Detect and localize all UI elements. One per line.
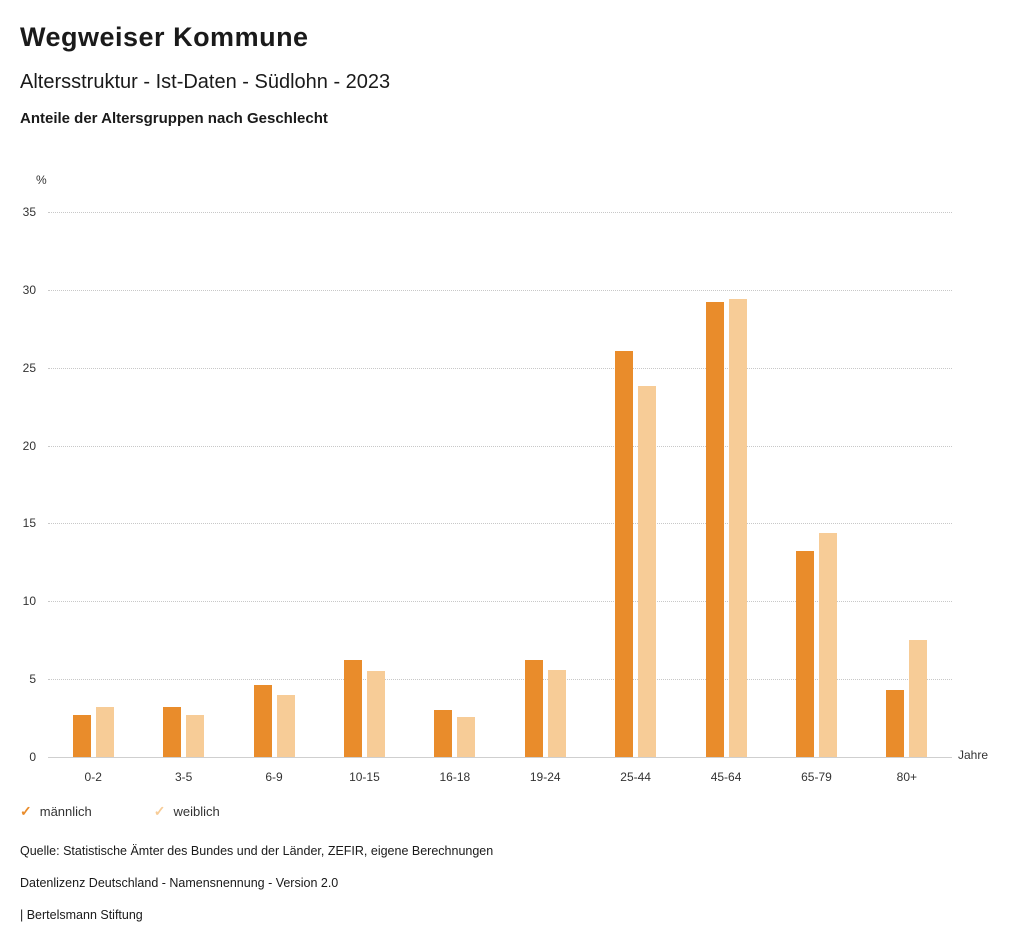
license-text: Datenlizenz Deutschland - Namensnennung … (20, 876, 339, 890)
bar-groups (48, 212, 952, 757)
attribution-text: | Bertelsmann Stiftung (20, 908, 143, 922)
source-text: Quelle: Statistische Ämter des Bundes un… (20, 844, 494, 858)
bar-group-65-79 (771, 212, 861, 757)
legend: ✓ männlich ✓ weiblich (0, 803, 1024, 820)
y-axis-tick-0: 0 (29, 750, 36, 764)
page-title: Wegweiser Kommune (20, 22, 309, 52)
bar-group-80+ (862, 212, 952, 757)
gridline-25 (48, 367, 952, 369)
y-axis-tick-35: 35 (22, 205, 36, 219)
gridline-15 (48, 523, 952, 525)
bar-männlich-80+[interactable] (886, 690, 905, 757)
check-icon: ✓ (20, 803, 32, 819)
x-axis-tick-10-15: 10-15 (349, 770, 380, 784)
y-axis-tick-15: 15 (22, 516, 36, 531)
check-icon: ✓ (153, 803, 166, 819)
y-axis-tick-30: 30 (22, 282, 36, 297)
chart-heading: Anteile der Altersgruppen nach Geschlech… (20, 110, 328, 127)
y-axis-tick-20: 20 (22, 438, 36, 453)
y-axis-unit-label: % (36, 173, 47, 187)
bar-männlich-0-2[interactable] (72, 714, 91, 757)
bar-weiblich-0-2[interactable] (95, 707, 114, 757)
bar-weiblich-16-18[interactable] (457, 716, 476, 757)
x-axis-tick-3-5: 3-5 (174, 770, 193, 784)
bar-group-16-18 (410, 212, 500, 757)
gridline-5 (48, 679, 952, 681)
y-axis-tick-10: 10 (22, 594, 36, 609)
bar-weiblich-6-9[interactable] (276, 694, 295, 757)
bar-weiblich-25-44[interactable] (638, 386, 657, 757)
x-axis-tick-65-79: 65-79 (801, 770, 832, 784)
gridline-20 (48, 445, 952, 447)
bar-group-10-15 (319, 212, 409, 757)
legend-label: männlich (39, 804, 92, 819)
age-structure-bar-chart: % 0 5 10 15 20 25 30 35 0-2 3-5 6-9 10-15 16-18 19-2… (0, 143, 1024, 793)
x-axis-tick-19-24: 19-24 (529, 770, 561, 784)
bar-group-3-5 (138, 212, 228, 757)
page-subtitle: Altersstruktur - Ist-Daten - Südlohn - 2… (20, 71, 391, 93)
y-axis-tick-25: 25 (22, 360, 36, 375)
x-axis-tick-45-64: 45-64 (710, 770, 742, 784)
gridline-30 (48, 289, 952, 291)
x-axis: 0-2 3-5 6-9 10-15 16-18 19-24 25-44 45-64 65-79 8… (48, 770, 952, 784)
bar-männlich-16-18[interactable] (434, 710, 453, 757)
bar-männlich-10-15[interactable] (343, 660, 362, 757)
bar-group-25-44 (590, 212, 680, 757)
footer: Quelle: Statistische Ämter des Bundes un… (0, 844, 1024, 922)
bar-weiblich-45-64[interactable] (728, 299, 747, 757)
header: Wegweiser Kommune Altersstruktur - Ist-D… (0, 0, 1024, 127)
bar-group-0-2 (48, 212, 138, 757)
bar-weiblich-19-24[interactable] (547, 669, 566, 757)
legend-label: weiblich (173, 804, 220, 819)
bar-group-19-24 (500, 212, 590, 757)
x-axis-tick-0-2: 0-2 (84, 770, 102, 784)
bar-männlich-3-5[interactable] (163, 707, 182, 757)
bar-männlich-19-24[interactable] (524, 660, 543, 757)
bar-group-45-64 (681, 212, 771, 757)
bar-weiblich-65-79[interactable] (818, 532, 837, 757)
x-axis-tick-16-18: 16-18 (439, 770, 471, 784)
gridline-35 (48, 212, 952, 213)
bar-weiblich-3-5[interactable] (186, 714, 205, 757)
x-axis-unit-label: Jahre (958, 748, 989, 762)
x-axis-tick-25-44: 25-44 (620, 770, 651, 784)
bar-weiblich-80+[interactable] (909, 640, 928, 757)
gridline-10 (48, 601, 952, 603)
legend-item-maennlich[interactable]: ✓ männlich (20, 803, 92, 820)
legend-item-weiblich[interactable]: ✓ weiblich (154, 803, 220, 820)
bar-group-6-9 (229, 212, 319, 757)
x-axis-baseline (48, 757, 952, 758)
x-axis-tick-80+: 80+ (896, 770, 918, 784)
y-axis-tick-5: 5 (29, 672, 36, 687)
plot-area (48, 212, 952, 758)
x-axis-tick-6-9: 6-9 (265, 770, 283, 784)
bar-männlich-25-44[interactable] (615, 350, 634, 757)
bar-männlich-6-9[interactable] (253, 685, 272, 757)
bar-weiblich-10-15[interactable] (366, 671, 385, 757)
bar-männlich-45-64[interactable] (705, 302, 724, 757)
bar-männlich-65-79[interactable] (795, 551, 814, 757)
